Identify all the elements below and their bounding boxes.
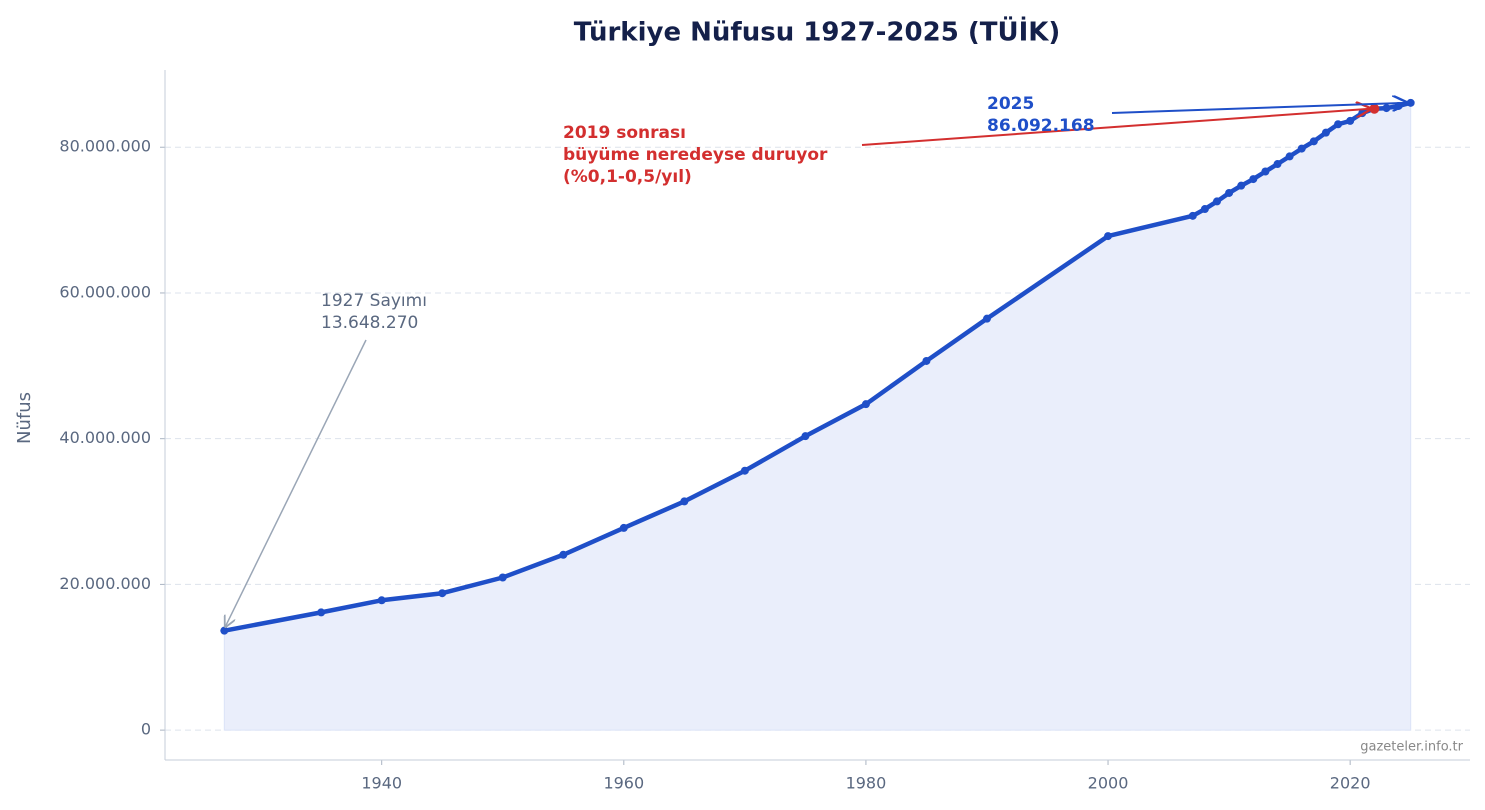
area [223,102,1412,731]
point [1273,160,1282,169]
point [1309,137,1318,146]
point [1382,104,1391,113]
annotation-text: 13.648.270 [321,313,418,333]
annotation-text: büyüme neredeyse duruyor [563,145,828,165]
point [740,466,749,475]
x-tick-label: 2020 [1330,774,1371,793]
point [801,432,810,441]
y-tick-label: 0 [141,720,151,739]
point [1334,120,1343,129]
point [1212,197,1221,206]
x-tick-label: 1960 [603,774,644,793]
y-axis-label: Nüfus [14,392,35,444]
x-tick-label: 1980 [846,774,887,793]
point [377,596,386,605]
point [1225,188,1234,197]
point [1297,144,1306,153]
point [1285,152,1294,161]
point [220,626,229,635]
annotation-text: (%0,1-0,5/yıl) [563,167,692,187]
annotation-text: 2025 [987,94,1034,114]
watermark: gazeteler.info.tr [1360,740,1463,755]
x-tick-label: 2000 [1088,774,1129,793]
highlight-point [1369,103,1380,114]
point [1346,116,1355,125]
point [861,400,870,409]
point [619,523,628,532]
point [1104,232,1113,241]
chart-title: Türkiye Nüfusu 1927-2025 (TÜİK) [574,15,1061,48]
point [559,550,568,559]
point [1188,211,1197,220]
annotation-text: 86.092.168 [987,116,1095,136]
point [1249,175,1258,184]
annotation-arrow [1111,103,1407,114]
point [1261,167,1270,176]
point [1406,98,1415,107]
annotation-arrow [861,109,1370,146]
y-tick-label: 40.000.000 [59,428,151,447]
point [982,314,991,323]
y-tick-label: 20.000.000 [59,574,151,593]
point [498,573,507,582]
x-tick-label: 1940 [361,774,402,793]
point [1237,181,1246,190]
annotation-text: 1927 Sayımı [321,291,427,311]
point [1200,205,1209,214]
annotation-text: 2019 sonrası [563,123,686,143]
point [922,356,931,365]
point [1321,128,1330,137]
point [438,589,447,598]
point [317,608,326,617]
y-tick-label: 80.000.000 [59,137,151,156]
y-tick-label: 60.000.000 [59,282,151,301]
point [680,497,689,506]
annotation-arrow [225,339,367,627]
